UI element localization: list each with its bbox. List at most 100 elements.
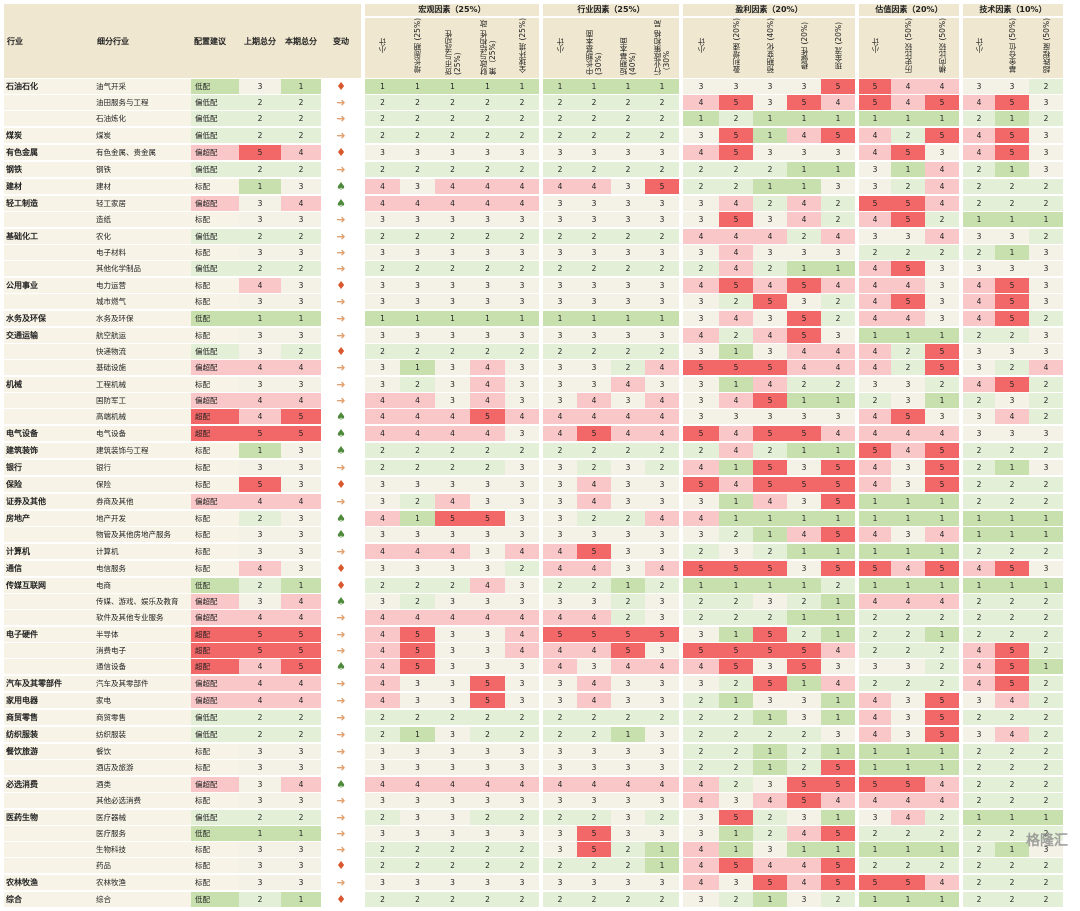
gap-cell <box>361 327 365 344</box>
macro-score-cell: 2 <box>365 228 400 245</box>
technical-score-cell: 2 <box>995 709 1029 726</box>
macro-score-cell: 3 <box>400 743 435 760</box>
valuation-score-cell: 3 <box>859 659 891 675</box>
prev-total-cell: 2 <box>239 95 281 111</box>
earnings-score-cell: 4 <box>719 442 753 459</box>
technical-score-cell: 2 <box>1029 643 1063 659</box>
technical-score-cell: 2 <box>1029 228 1063 245</box>
header-subfactor-label: 货币与流动性 (25%) <box>443 29 462 75</box>
arrow-flat-icon: ➜ <box>321 310 361 327</box>
earnings-score-cell: 1 <box>753 760 787 776</box>
gap-cell <box>361 760 365 776</box>
technical-score-cell: 3 <box>1029 294 1063 310</box>
allocation-badge: 低配 <box>191 310 239 327</box>
technical-score-cell: 1 <box>995 212 1029 228</box>
earnings-score-cell: 3 <box>683 310 719 327</box>
industry-score-cell: 3 <box>611 178 645 195</box>
gap-cell <box>855 594 859 610</box>
macro-score-cell: 3 <box>365 294 400 310</box>
valuation-score-cell: 4 <box>859 793 891 809</box>
gap-cell <box>679 344 683 360</box>
gap-cell <box>855 127 859 144</box>
technical-score-cell: 1 <box>995 245 1029 261</box>
macro-score-cell: 1 <box>470 310 505 327</box>
arrow-flat-icon: ➜ <box>321 127 361 144</box>
industry-score-cell: 3 <box>611 743 645 760</box>
gap-cell <box>959 376 963 393</box>
valuation-score-cell: 5 <box>891 874 925 891</box>
earnings-score-cell: 3 <box>683 78 719 95</box>
allocation-badge: 标配 <box>191 476 239 493</box>
earnings-score-cell: 3 <box>683 195 719 212</box>
macro-score-cell: 3 <box>435 294 470 310</box>
valuation-score-cell: 1 <box>891 842 925 858</box>
earnings-score-cell: 2 <box>683 261 719 277</box>
industry-cell <box>4 245 94 261</box>
industry-score-cell: 4 <box>577 476 611 493</box>
gap-cell <box>679 261 683 277</box>
prev-total-cell: 2 <box>239 577 281 594</box>
industry-cell: 有色金属 <box>4 144 94 161</box>
valuation-score-cell: 3 <box>925 294 959 310</box>
gap-cell <box>539 527 543 543</box>
technical-score-cell: 2 <box>1029 195 1063 212</box>
table-row: 轻工制造 轻工家居 偏超配 3 4 ♠ 4 4 4 4 4 3 3 3 3 3 4 2 4 2 5 5 4 2 2 2 <box>4 195 1063 212</box>
macro-score-cell: 4 <box>435 776 470 793</box>
earnings-score-cell: 5 <box>719 659 753 675</box>
sub-industry-cell: 商贸零售 <box>94 709 191 726</box>
earnings-score-cell: 3 <box>683 409 719 425</box>
macro-score-cell: 2 <box>470 344 505 360</box>
allocation-badge: 偏超配 <box>191 195 239 212</box>
industry-score-cell: 1 <box>611 78 645 95</box>
gap-cell <box>855 476 859 493</box>
gap-cell <box>855 212 859 228</box>
earnings-score-cell: 1 <box>719 510 753 527</box>
macro-score-cell: 4 <box>365 659 400 675</box>
table-row: 交通运输 航空航运 标配 3 3 ➜ 3 3 3 3 3 3 3 3 3 4 2 4 5 3 1 1 1 2 2 3 <box>4 327 1063 344</box>
industry-score-cell: 4 <box>543 643 577 659</box>
earnings-score-cell: 4 <box>719 261 753 277</box>
earnings-score-cell: 2 <box>683 692 719 709</box>
earnings-score-cell: 3 <box>719 874 753 891</box>
gap-cell <box>679 692 683 709</box>
valuation-score-cell: 1 <box>859 842 891 858</box>
allocation-badge: 低配 <box>191 78 239 95</box>
earnings-score-cell: 3 <box>753 409 787 425</box>
valuation-score-cell: 4 <box>859 212 891 228</box>
industry-score-cell: 3 <box>543 245 577 261</box>
earnings-score-cell: 4 <box>787 874 821 891</box>
valuation-score-cell: 4 <box>891 809 925 826</box>
gap-cell <box>539 577 543 594</box>
technical-score-cell: 2 <box>995 476 1029 493</box>
valuation-score-cell: 1 <box>859 760 891 776</box>
technical-score-cell: 5 <box>995 643 1029 659</box>
technical-score-cell: 2 <box>1029 78 1063 95</box>
gap-cell <box>539 376 543 393</box>
gap-cell <box>959 327 963 344</box>
gap-cell <box>855 675 859 692</box>
sub-industry-cell: 建筑装饰与工程 <box>94 442 191 459</box>
gap-cell <box>679 726 683 743</box>
valuation-score-cell: 5 <box>859 874 891 891</box>
macro-score-cell: 4 <box>470 195 505 212</box>
industry-score-cell: 3 <box>611 327 645 344</box>
prev-total-cell: 1 <box>239 442 281 459</box>
industry-score-cell: 3 <box>543 277 577 294</box>
gap-cell <box>361 510 365 527</box>
table-row: 造纸 标配 3 3 ➜ 3 3 3 3 3 3 3 3 3 3 5 3 4 2 4 5 2 1 1 1 <box>4 212 1063 228</box>
table-row: 基础设施 偏超配 4 4 ➜ 3 1 3 4 3 3 3 2 4 5 5 5 4 4 4 2 5 3 2 4 <box>4 360 1063 376</box>
technical-score-cell: 1 <box>995 161 1029 178</box>
earnings-score-cell: 1 <box>787 442 821 459</box>
macro-score-cell: 2 <box>365 261 400 277</box>
table-row: 酒店及旅游 标配 3 3 ➜ 3 3 3 3 3 3 3 3 3 2 2 1 2 5 1 1 1 2 2 2 <box>4 760 1063 776</box>
industry-cell: 传媒互联网 <box>4 577 94 594</box>
valuation-score-cell: 1 <box>859 111 891 127</box>
gap-cell <box>361 493 365 510</box>
macro-score-cell: 2 <box>470 809 505 826</box>
allocation-badge: 偏低配 <box>191 344 239 360</box>
earnings-score-cell: 5 <box>787 327 821 344</box>
technical-score-cell: 2 <box>963 442 995 459</box>
valuation-score-cell: 1 <box>859 327 891 344</box>
table-row: 生物科技 标配 3 3 ➜ 2 2 2 2 2 3 5 2 1 4 1 3 1 1 1 1 1 2 1 3 <box>4 842 1063 858</box>
technical-score-cell: 4 <box>995 726 1029 743</box>
